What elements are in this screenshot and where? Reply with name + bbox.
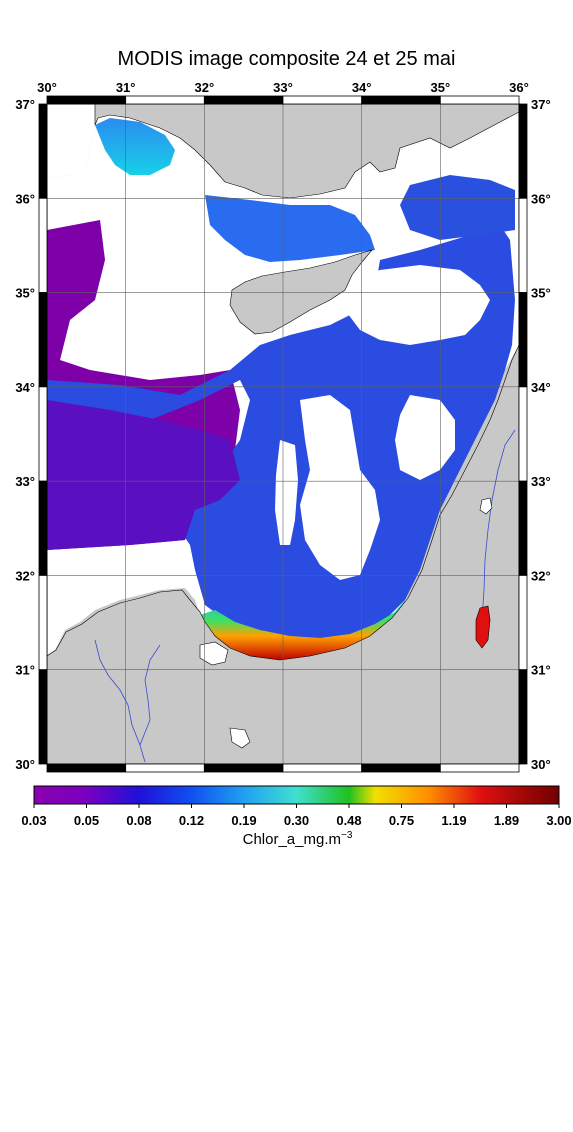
map-frame <box>38 95 528 773</box>
frame-segment-left <box>38 669 48 765</box>
latitude-labels-left: 37° 36° 35° 34° 33° 32° 31° 30° <box>15 97 35 772</box>
longitude-label: 31° <box>116 80 136 95</box>
frame-segment-left <box>38 103 48 199</box>
colorbar-tick-label: 0.03 <box>21 813 46 828</box>
latitude-label-left: 36° <box>15 191 35 206</box>
frame-segment-top <box>439 95 520 105</box>
sea-of-galilee-lake <box>479 497 493 515</box>
colorbar-label: Chlor_a_mg.m−3 <box>0 830 573 848</box>
latitude-label-right: 33° <box>531 474 551 489</box>
latitude-labels-right: 37° 36° 35° 34° 33° 32° 31° 30° <box>531 97 551 772</box>
longitude-label: 33° <box>273 80 293 95</box>
colorbar-ticks: 0.03 0.05 0.08 0.12 0.19 0.30 0.48 0.75 1.19 1.89… <box>21 804 572 828</box>
colorbar-tick-label: 0.12 <box>179 813 204 828</box>
turkey-coast <box>94 103 520 199</box>
colorbar-tick-label: 0.30 <box>284 813 309 828</box>
map-title: MODIS image composite 24 et 25 mai <box>117 48 456 70</box>
frame-segment-left <box>38 480 48 576</box>
latitude-label-right: 35° <box>531 286 551 301</box>
latitude-label-left: 34° <box>15 380 35 395</box>
colorbar-tick-label: 0.48 <box>336 813 361 828</box>
colorbar-tick-label: 0.19 <box>231 813 256 828</box>
latitude-label-right: 31° <box>531 663 551 678</box>
dead-sea-lake <box>475 605 491 649</box>
cloud-gap-4 <box>275 440 298 545</box>
latitude-label-left: 37° <box>15 97 35 112</box>
frame-segment-top <box>125 95 205 105</box>
frame-segment-right <box>518 197 528 293</box>
frame-segment-left <box>38 197 48 293</box>
longitude-label: 35° <box>430 80 450 95</box>
cloud-gap-2 <box>300 395 380 580</box>
frame-segment-bottom <box>282 763 363 773</box>
frame-segment-right <box>518 103 528 199</box>
chl-east-patches <box>400 175 515 240</box>
frame-segment-right <box>518 575 528 671</box>
longitude-label: 34° <box>352 80 372 95</box>
colorbar-label-exp: −3 <box>340 830 353 841</box>
latitude-label-right: 30° <box>531 757 551 772</box>
longitude-labels-top: 30° 31° 32° 33° 34° 35° 36° <box>37 80 529 95</box>
latitude-label-left: 30° <box>15 757 35 772</box>
latitude-label-left: 32° <box>15 568 35 583</box>
frame-segment-bottom <box>361 763 441 773</box>
frame-segment-right <box>518 386 528 482</box>
frame-segment-top <box>46 95 127 105</box>
latitude-label-left: 31° <box>15 663 35 678</box>
longitude-label: 32° <box>194 80 214 95</box>
frame-segment-bottom <box>125 763 205 773</box>
latitude-label-right: 34° <box>531 380 551 395</box>
frame-segment-bottom <box>439 763 520 773</box>
colorbar-tick-label: 0.08 <box>126 813 151 828</box>
frame-segment-right <box>518 292 528 388</box>
colorbar-tick-label: 3.00 <box>546 813 571 828</box>
levant-coast <box>46 344 520 765</box>
chl-purple-mid <box>47 400 240 550</box>
frame-segment-left <box>38 386 48 482</box>
graticule <box>47 104 519 764</box>
latitude-label-right: 36° <box>531 191 551 206</box>
chl-bay-north <box>95 118 175 175</box>
frame-segment-left <box>38 292 48 388</box>
chl-north-band <box>205 195 375 262</box>
lake-inland <box>229 727 251 749</box>
longitude-label: 36° <box>509 80 529 95</box>
frame-segment-top <box>282 95 363 105</box>
colorbar-tick-label: 1.89 <box>494 813 519 828</box>
cyprus-island <box>229 249 373 335</box>
frame-segment-right <box>518 480 528 576</box>
latitude-label-right: 32° <box>531 568 551 583</box>
frame-segment-top <box>361 95 441 105</box>
lake-bardawil <box>199 641 229 666</box>
longitude-label: 30° <box>37 80 57 95</box>
latitude-label-left: 35° <box>15 286 35 301</box>
colorbar-label-text: Chlor_a_mg.m <box>242 831 341 848</box>
cloud-gap-3 <box>395 395 455 480</box>
frame-segment-right <box>518 669 528 765</box>
frame-segment-left <box>38 575 48 671</box>
latitude-label-left: 33° <box>15 474 35 489</box>
frame-segment-bottom <box>46 763 127 773</box>
colorbar-tick-label: 0.75 <box>389 813 414 828</box>
cloud-gap-1 <box>345 265 490 345</box>
latitude-label-right: 37° <box>531 97 551 112</box>
jordan-river <box>481 429 516 621</box>
frame-segment-bottom <box>203 763 284 773</box>
colorbar-tick-label: 1.19 <box>441 813 466 828</box>
frame-segment-top <box>203 95 284 105</box>
nile-river <box>94 639 161 763</box>
colorbar-tick-label: 0.05 <box>74 813 99 828</box>
colorbar <box>33 785 560 805</box>
